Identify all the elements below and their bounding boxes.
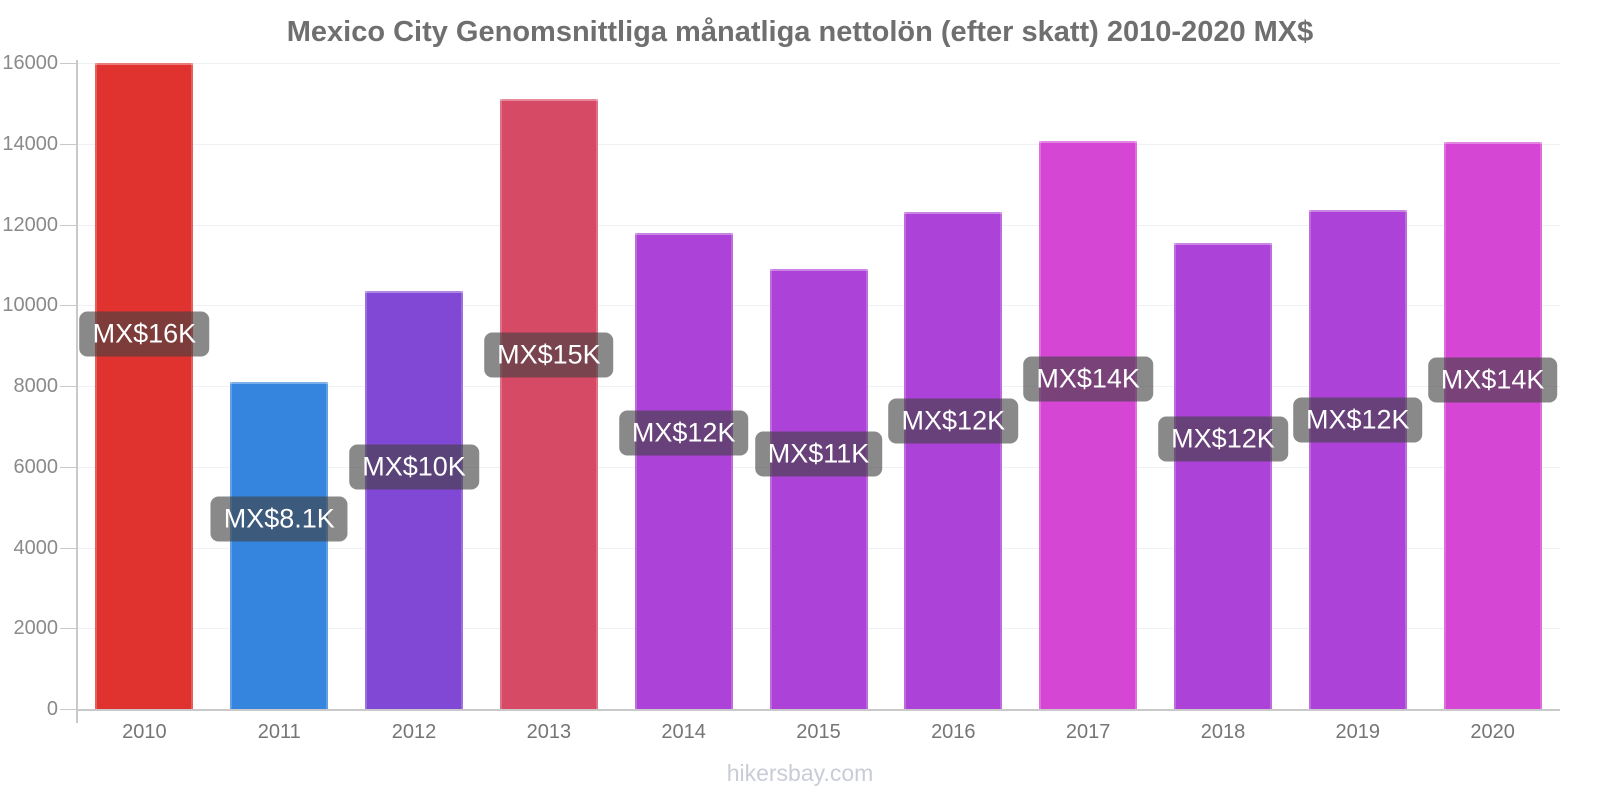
y-tick-label-14000: 14000 <box>2 132 58 155</box>
bar-value-label-2018: MX$12K <box>1158 416 1288 462</box>
x-tick-label-2020: 2020 <box>1470 721 1515 743</box>
x-tick-label-2018: 2018 <box>1200 721 1246 743</box>
y-tick-10000 <box>60 305 77 307</box>
gridline-16000 <box>77 63 1560 64</box>
y-tick-6000 <box>60 466 77 468</box>
bar-2018[interactable] <box>1173 242 1272 709</box>
x-tick-label-2014: 2014 <box>661 721 706 743</box>
bar-value-label-2014: MX$12K <box>618 410 749 456</box>
y-tick-label-8000: 8000 <box>13 375 59 397</box>
bar-2014[interactable] <box>634 232 733 709</box>
y-tick-14000 <box>60 143 77 145</box>
x-tick-label-2013: 2013 <box>526 721 572 743</box>
chart-title: Mexico City Genomsnittliga månatliga net… <box>286 16 1314 48</box>
bar-2017[interactable] <box>1039 140 1138 709</box>
y-tick-4000 <box>60 547 77 549</box>
x-tick-label-2017: 2017 <box>1065 721 1111 743</box>
x-axis-line <box>77 709 1560 711</box>
bar-value-label-2016: MX$12K <box>888 398 1019 444</box>
x-tick-label-2015: 2015 <box>796 721 841 743</box>
x-tick-label-2016: 2016 <box>931 721 976 743</box>
y-tick-label-4000: 4000 <box>13 536 59 559</box>
y-axis-line <box>76 60 78 723</box>
bar-value-label-2019: MX$12K <box>1292 397 1423 443</box>
bar-2016[interactable] <box>904 212 1003 709</box>
bar-value-label-2011: MX$8.1K <box>210 496 348 542</box>
y-tick-2000 <box>60 628 77 630</box>
y-tick-label-16000: 16000 <box>2 52 58 74</box>
bar-value-label-2012: MX$10K <box>349 444 479 490</box>
bar-value-label-2013: MX$15K <box>484 332 614 378</box>
y-tick-label-10000: 10000 <box>2 294 58 317</box>
bar-2010[interactable] <box>95 63 194 709</box>
watermark-hikersbay: hikersbay.com <box>726 760 874 786</box>
x-tick-label-2010: 2010 <box>122 721 167 743</box>
y-tick-0 <box>60 709 77 710</box>
x-tick-label-2019: 2019 <box>1335 721 1381 743</box>
bar-value-label-2017: MX$14K <box>1023 356 1153 402</box>
bar-value-label-2020: MX$14K <box>1427 357 1558 403</box>
bar-value-label-2015: MX$11K <box>754 431 883 477</box>
bar-2015[interactable] <box>769 268 868 709</box>
bar-2020[interactable] <box>1443 141 1542 709</box>
y-tick-label-2000: 2000 <box>13 617 59 640</box>
bar-value-label-2010: MX$16K <box>79 311 210 357</box>
x-tick-label-2011: 2011 <box>257 721 301 743</box>
y-tick-label-0: 0 <box>46 698 58 720</box>
x-tick-label-2012: 2012 <box>391 721 437 743</box>
bar-2019[interactable] <box>1308 210 1407 709</box>
y-tick-label-6000: 6000 <box>13 455 59 478</box>
gridline-14000 <box>77 143 1560 145</box>
y-tick-label-12000: 12000 <box>2 213 58 236</box>
y-tick-12000 <box>60 224 77 226</box>
y-tick-16000 <box>60 63 77 64</box>
bar-2012[interactable] <box>365 291 464 709</box>
y-tick-8000 <box>60 386 77 387</box>
bar-2011[interactable] <box>230 381 329 709</box>
bar-2013[interactable] <box>499 99 598 709</box>
gridline-12000 <box>77 224 1560 226</box>
